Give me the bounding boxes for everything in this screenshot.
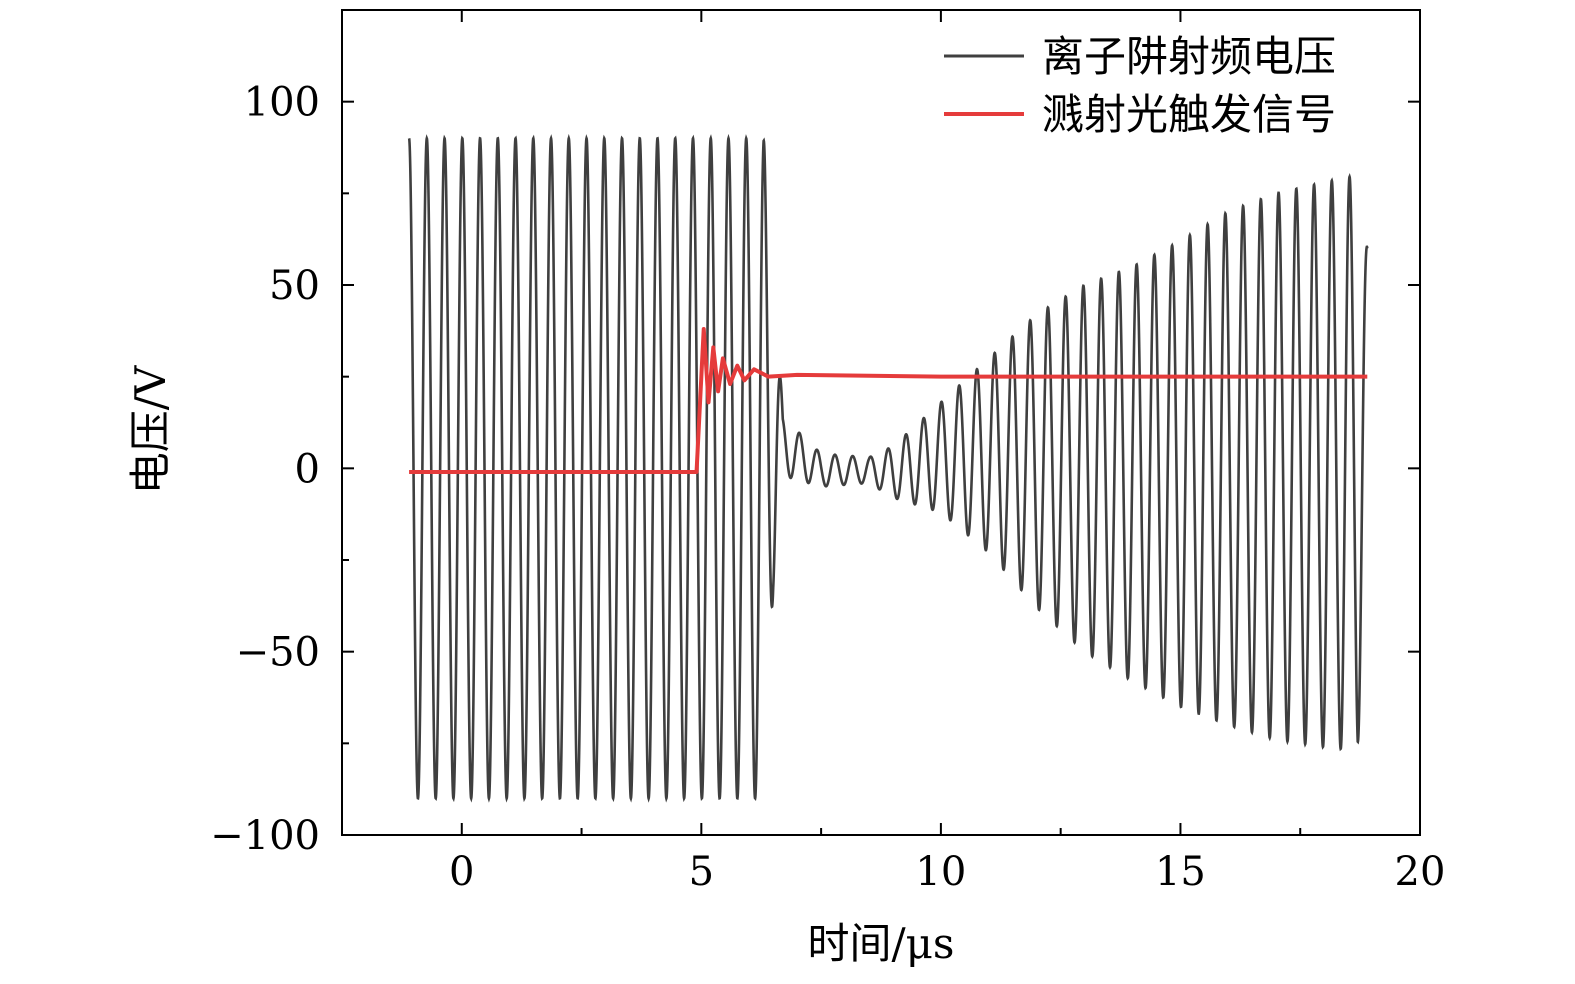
- y-axis-title: 电压/V: [126, 365, 175, 494]
- legend: 离子阱射频电压 溅射光触发信号: [944, 32, 1336, 139]
- y-tick-label: −100: [210, 813, 320, 859]
- x-axis-title: 时间/μs: [807, 919, 954, 968]
- plot-frame: [341, 9, 1421, 836]
- series-layer: [407, 133, 1369, 803]
- series-trigger-line: [409, 327, 1368, 474]
- legend-label-trigger: 溅射光触发信号: [1042, 90, 1336, 139]
- y-tick-label: 100: [244, 80, 320, 126]
- x-tick-label: 10: [915, 849, 966, 895]
- x-tick-label: 15: [1155, 849, 1206, 895]
- legend-label-rf: 离子阱射频电压: [1042, 32, 1336, 81]
- ticks-layer: 0 5 10 15 20 −100 −50 0 50 100: [210, 10, 1445, 895]
- x-tick-label: 0: [449, 849, 474, 895]
- series-rf-voltage-line: [407, 133, 1369, 803]
- x-tick-label: 20: [1395, 849, 1446, 895]
- y-tick-label: 50: [269, 263, 320, 309]
- y-tick-label: −50: [236, 630, 320, 676]
- y-tick-label: 0: [295, 446, 320, 492]
- x-tick-label: 5: [689, 849, 714, 895]
